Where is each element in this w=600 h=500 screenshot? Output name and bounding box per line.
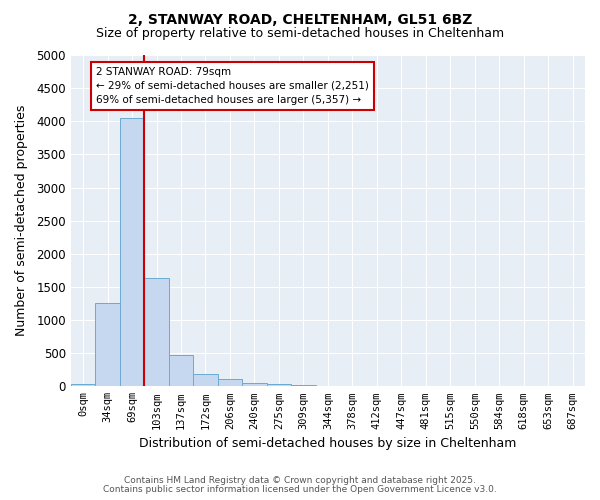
Text: 2 STANWAY ROAD: 79sqm
← 29% of semi-detached houses are smaller (2,251)
69% of s: 2 STANWAY ROAD: 79sqm ← 29% of semi-deta…	[96, 67, 368, 105]
Y-axis label: Number of semi-detached properties: Number of semi-detached properties	[15, 105, 28, 336]
Bar	[71, 384, 95, 386]
Bar	[120, 118, 144, 386]
Bar	[95, 304, 120, 386]
Bar	[266, 384, 291, 386]
Text: Contains public sector information licensed under the Open Government Licence v3: Contains public sector information licen…	[103, 485, 497, 494]
Text: Size of property relative to semi-detached houses in Cheltenham: Size of property relative to semi-detach…	[96, 28, 504, 40]
Bar	[193, 374, 218, 386]
Bar	[242, 382, 266, 386]
Text: Contains HM Land Registry data © Crown copyright and database right 2025.: Contains HM Land Registry data © Crown c…	[124, 476, 476, 485]
Bar	[169, 354, 193, 386]
Bar	[218, 379, 242, 386]
Text: 2, STANWAY ROAD, CHELTENHAM, GL51 6BZ: 2, STANWAY ROAD, CHELTENHAM, GL51 6BZ	[128, 12, 472, 26]
X-axis label: Distribution of semi-detached houses by size in Cheltenham: Distribution of semi-detached houses by …	[139, 437, 517, 450]
Bar	[144, 278, 169, 386]
